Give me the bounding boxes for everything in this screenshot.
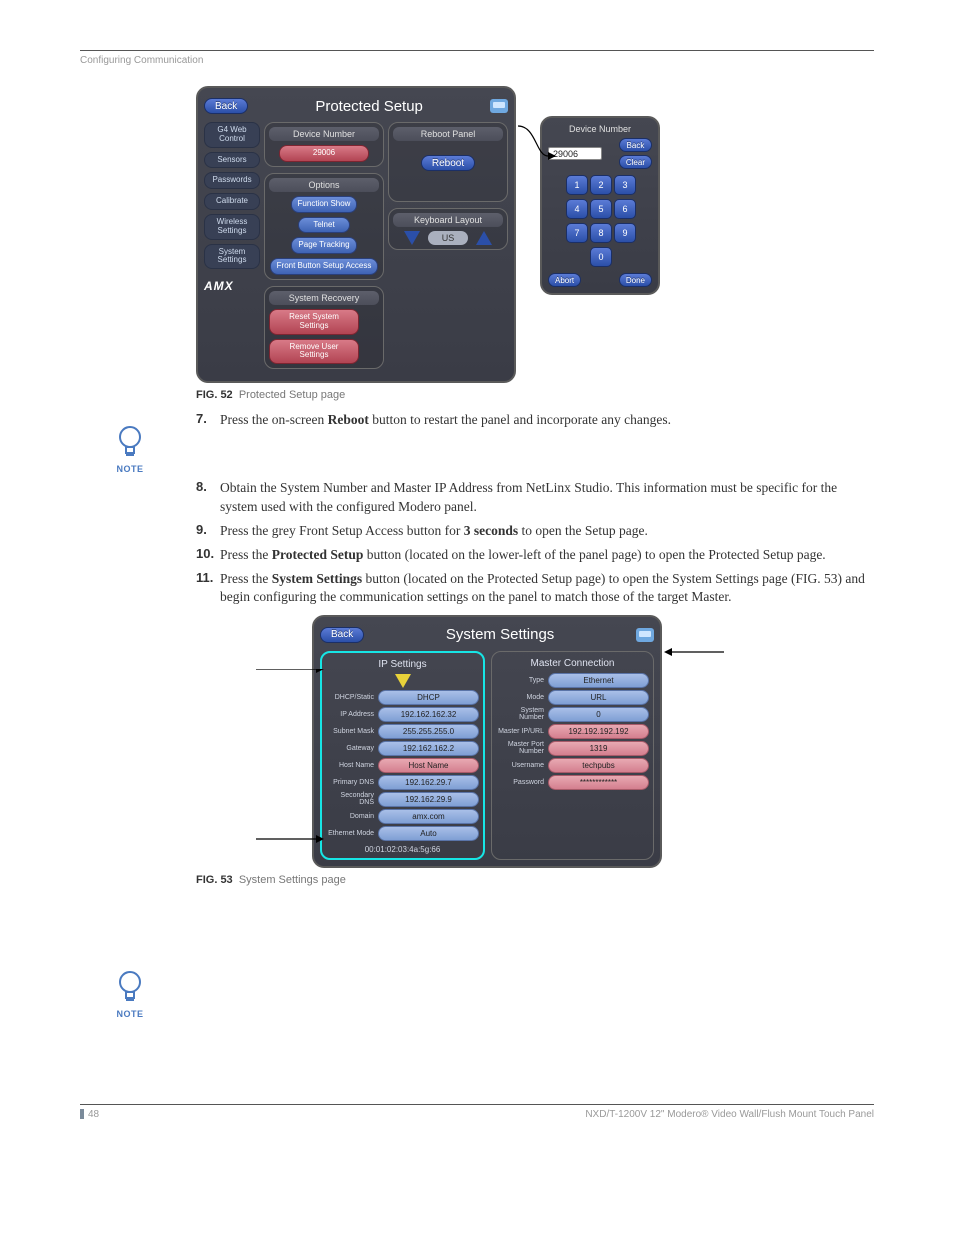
keypad-abort-button[interactable]: Abort [548,273,581,287]
keypad-key[interactable]: 2 [590,175,612,195]
keypad-clear-button[interactable]: Clear [619,155,652,169]
keypad-key[interactable]: 1 [566,175,588,195]
network-icon [490,99,508,113]
step-text: Press the Protected Setup button (locate… [220,546,874,564]
keypad-key[interactable]: 0 [590,247,612,267]
keypad-panel: Device Number 29006 Back Clear 1 2 3 4 5… [540,116,660,295]
master-port-value[interactable]: 1319 [548,741,649,756]
domain-value[interactable]: amx.com [378,809,479,824]
system-recovery-header: System Recovery [269,291,379,305]
host-name-value[interactable]: Host Name [378,758,479,773]
note-label: NOTE [110,464,150,474]
username-value[interactable]: techpubs [548,758,649,773]
step-text: Press the grey Front Setup Access button… [220,522,874,540]
keypad-back-button[interactable]: Back [619,138,652,152]
password-value[interactable]: ************ [548,775,649,790]
annotation-arrows [256,669,376,869]
fig52-caption: FIG. 52 Protected Setup page [196,389,874,401]
system-number-value[interactable]: 0 [548,707,649,722]
secondary-dns-value[interactable]: 192.162.29.9 [378,792,479,807]
note-label: NOTE [110,1009,150,1019]
front-setup-button[interactable]: Front Button Setup Access [270,258,379,275]
keypad-key[interactable]: 8 [590,223,612,243]
protected-setup-panel: Back Protected Setup G4 Web Control Sens… [196,86,516,383]
reboot-button[interactable]: Reboot [421,155,475,171]
subnet-mask-value[interactable]: 255.255.255.0 [378,724,479,739]
step-number: 8. [196,479,220,515]
reboot-panel-header: Reboot Panel [393,127,503,141]
sidebar-item[interactable]: Calibrate [204,193,260,210]
panel-title: System Settings [364,626,636,643]
page-footer: 48 NXD/T-1200V 12" Modero® Video Wall/Fl… [80,1104,874,1120]
step-text: Press the on-screen Reboot button to res… [220,411,874,429]
step-text: Obtain the System Number and Master IP A… [220,479,874,515]
reset-system-button[interactable]: Reset System Settings [269,309,359,335]
remove-user-button[interactable]: Remove User Settings [269,339,359,365]
next-layout-button[interactable] [476,231,492,245]
device-number-header: Device Number [269,127,379,141]
device-number-value[interactable]: 29006 [279,145,369,162]
fig53-caption: FIG. 53 System Settings page [196,874,874,886]
sidebar-item[interactable]: Passwords [204,172,260,189]
function-show-button[interactable]: Function Show [291,196,358,213]
keyboard-layout-value: US [428,231,469,245]
keyboard-layout-header: Keyboard Layout [393,213,503,227]
keypad-key[interactable]: 6 [614,199,636,219]
ethernet-mode-value[interactable]: Auto [378,826,479,841]
sidebar-item[interactable]: System Settings [204,244,260,270]
amx-logo: AMX [204,279,260,293]
network-icon [636,628,654,642]
keypad-key[interactable]: 3 [614,175,636,195]
scroll-down-icon[interactable] [395,674,411,688]
keypad-value: 29006 [548,147,602,160]
telnet-button[interactable]: Telnet [298,217,350,234]
note-icon [110,970,150,1009]
step-number: 9. [196,522,220,540]
annotation-arrow [664,647,724,657]
step-text: Press the System Settings button (locate… [220,570,874,606]
back-button[interactable]: Back [204,98,248,114]
page-tracking-button[interactable]: Page Tracking [291,237,356,254]
prev-layout-button[interactable] [404,231,420,245]
keypad-key[interactable]: 7 [566,223,588,243]
options-header: Options [269,178,379,192]
back-button[interactable]: Back [320,627,364,643]
type-value[interactable]: Ethernet [548,673,649,688]
keypad-key[interactable]: 5 [590,199,612,219]
step-number: 11. [196,570,220,606]
section-header: Configuring Communication [80,55,874,66]
step-number: 10. [196,546,220,564]
master-ip-value[interactable]: 192.192.192.192 [548,724,649,739]
note-icon [110,425,150,464]
sidebar-item[interactable]: Sensors [204,152,260,169]
primary-dns-value[interactable]: 192.162.29.7 [378,775,479,790]
keypad-key[interactable]: 4 [566,199,588,219]
master-connection-header: Master Connection [496,658,649,669]
step-number: 7. [196,411,220,429]
panel-title: Protected Setup [248,98,490,115]
master-connection-section: Master Connection TypeEthernet ModeURL S… [491,651,654,860]
keypad-done-button[interactable]: Done [619,273,652,287]
sidebar-item[interactable]: Wireless Settings [204,214,260,240]
keypad-header: Device Number [548,124,652,134]
sidebar-item[interactable]: G4 Web Control [204,122,260,148]
dhcp-value[interactable]: DHCP [378,690,479,705]
gateway-value[interactable]: 192.162.162.2 [378,741,479,756]
mode-value[interactable]: URL [548,690,649,705]
keypad-key[interactable]: 9 [614,223,636,243]
ip-address-value[interactable]: 192.162.162.32 [378,707,479,722]
